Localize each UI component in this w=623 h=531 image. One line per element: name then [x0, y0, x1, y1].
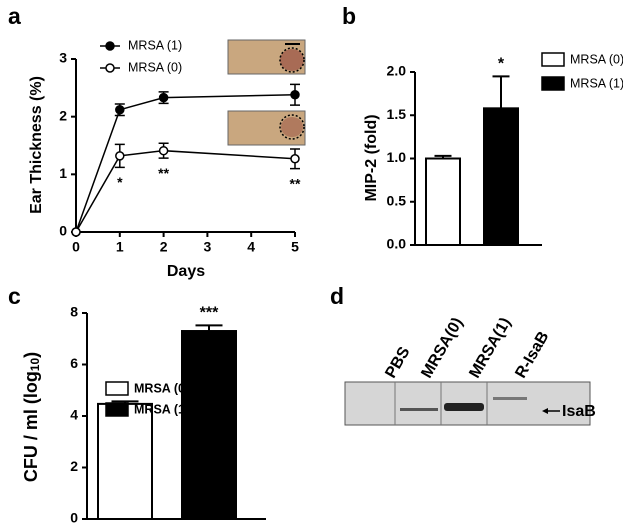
marker	[158, 145, 169, 156]
y-tick-label: 1.5	[387, 106, 407, 122]
legend-label: MRSA (0)	[570, 52, 623, 66]
x-tick-label: 1	[116, 239, 124, 255]
legend-swatch	[105, 381, 129, 396]
inset-photo	[227, 110, 306, 146]
annotation: ***	[200, 305, 219, 322]
lane-label: MRSA(1)	[466, 315, 514, 381]
y-tick-label: 1.0	[387, 149, 407, 165]
y-tick-label: 0	[59, 223, 67, 239]
inset-photo	[227, 39, 306, 75]
x-tick-label: 0	[72, 239, 80, 255]
lane-label: R-IsaB	[512, 329, 552, 381]
y-axis-label: Ear Thickness (%)	[28, 76, 45, 214]
series-line	[75, 94, 296, 233]
legend-label: MRSA (1)	[134, 402, 189, 416]
legend-marker	[105, 63, 115, 73]
marker	[158, 92, 169, 103]
error-bar	[492, 75, 510, 109]
legend-label: MRSA (0)	[134, 381, 189, 395]
panel-label: a	[8, 3, 21, 29]
annotation: **	[158, 165, 169, 181]
lane-label: MRSA(0)	[418, 315, 466, 381]
y-axis-label: MIP-2 (fold)	[363, 114, 380, 201]
annotation: *	[498, 56, 505, 73]
band-label: IsaB	[562, 403, 596, 420]
y-axis-label: CFU / ml (log10)	[21, 352, 42, 482]
y-tick-label: 2	[59, 107, 67, 123]
y-tick-label: 1	[59, 165, 67, 181]
y-tick-label: 2	[70, 458, 78, 474]
bar	[483, 107, 519, 246]
y-tick-label: 0.5	[387, 192, 407, 208]
y-label-sub: 10	[28, 358, 42, 372]
bar	[181, 330, 237, 520]
legend-label: MRSA (0)	[128, 60, 182, 74]
marker	[71, 227, 81, 237]
marker	[290, 90, 300, 100]
y-label-end: )	[21, 352, 41, 358]
annotation: **	[290, 175, 301, 191]
y-tick-label: 2.0	[387, 63, 407, 79]
panel-label: b	[342, 3, 356, 29]
legend-swatch	[541, 52, 565, 67]
y-tick-label: 4	[70, 407, 78, 423]
panel-label: c	[8, 283, 21, 309]
y-tick-label: 3	[59, 50, 67, 66]
western-blot	[344, 381, 591, 426]
x-tick-label: 3	[204, 239, 212, 255]
legend-swatch	[541, 76, 565, 91]
y-tick-label: 8	[70, 304, 78, 320]
bar	[425, 157, 461, 246]
y-tick-label: 0.0	[387, 236, 407, 252]
legend-label: MRSA (1)	[570, 76, 623, 90]
marker	[115, 151, 125, 161]
legend-swatch	[105, 402, 129, 417]
marker	[115, 104, 125, 115]
series-line	[75, 149, 296, 233]
annotation: *	[117, 174, 123, 190]
y-tick-label: 6	[70, 355, 78, 371]
x-axis-label: Days	[167, 263, 205, 280]
panel-label: d	[330, 283, 344, 309]
legend-label: MRSA (1)	[128, 38, 182, 52]
x-tick-label: 5	[291, 239, 299, 255]
y-tick-label: 0	[70, 510, 78, 526]
x-tick-label: 4	[247, 239, 255, 255]
legend-marker	[105, 41, 115, 51]
lane-label: PBS	[382, 344, 413, 381]
x-tick-label: 2	[160, 239, 168, 255]
marker	[290, 154, 300, 164]
y-label-text: CFU / ml (log	[21, 371, 41, 482]
bar	[97, 402, 153, 520]
